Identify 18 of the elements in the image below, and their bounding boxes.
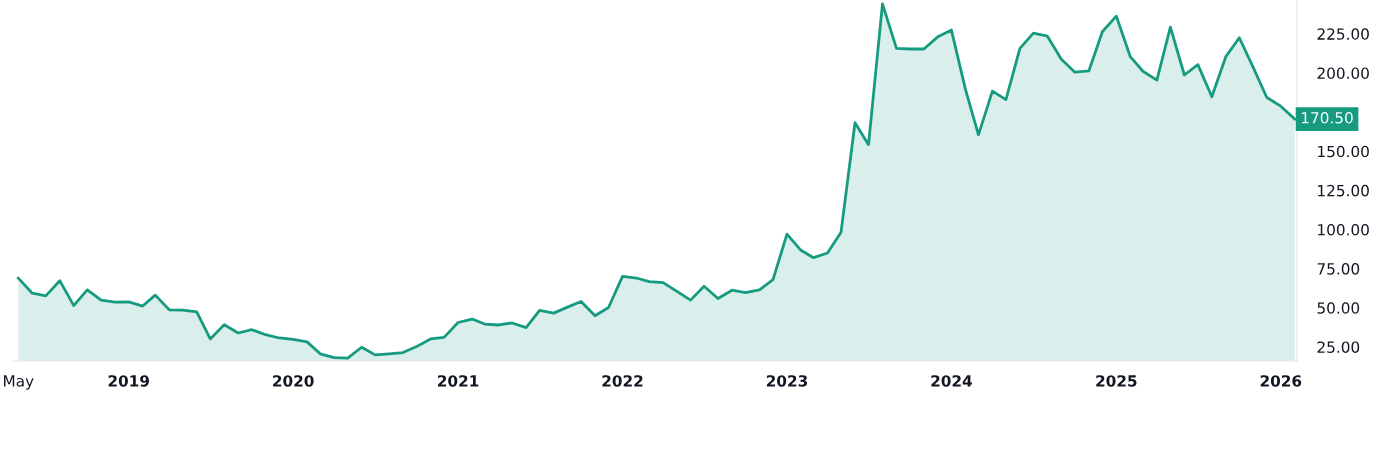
annotation: 170.50 (1301, 112, 1353, 124)
y-tick-label: 75.00 (1317, 263, 1360, 275)
x-tick-label: 2023 (766, 375, 808, 387)
y-tick-label: 100.00 (1318, 223, 1369, 236)
x-tick-label: 2021 (438, 375, 479, 387)
y-tick-label: 150.00 (1318, 145, 1369, 158)
x-tick-label: 2024 (931, 375, 972, 387)
x-tick-label: 2026 (1260, 375, 1302, 387)
x-tick-label: 2020 (273, 375, 314, 387)
x-tick-label: May (4, 375, 34, 390)
x-tick-label: 2025 (1096, 375, 1137, 387)
y-tick-label: 125.00 (1318, 184, 1369, 197)
y-tick-label: 200.00 (1317, 67, 1369, 79)
x-tick-label: 2019 (108, 375, 149, 387)
y-tick-label: 25.00 (1317, 341, 1360, 353)
y-tick-label: 50.00 (1317, 302, 1360, 314)
y-tick-label: 225.00 (1317, 28, 1369, 40)
x-tick-label: 2022 (602, 375, 643, 387)
